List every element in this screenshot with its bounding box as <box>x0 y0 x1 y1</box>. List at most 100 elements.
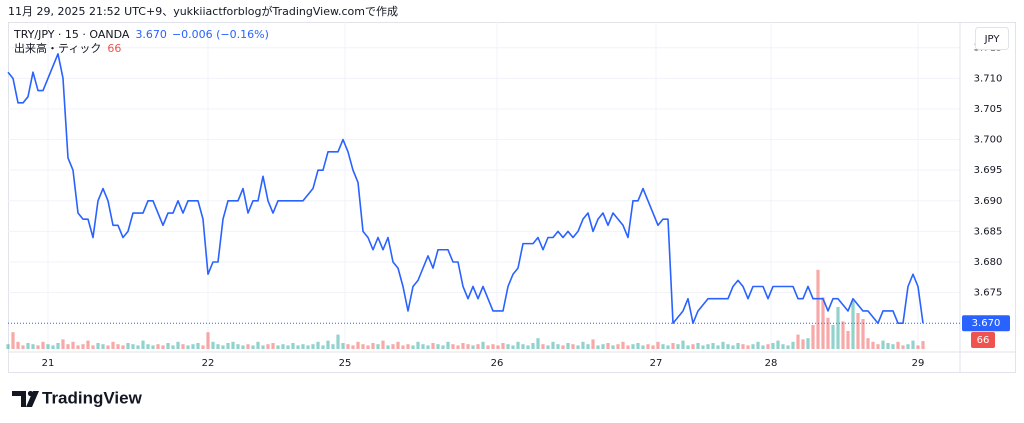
volume-bar <box>351 345 355 349</box>
footer: TradingView <box>12 388 143 407</box>
volume-bar <box>186 345 190 349</box>
y-tick-label: 3.705 <box>974 104 1003 115</box>
volume-bar <box>471 345 475 349</box>
volume-bar <box>166 343 170 349</box>
volume-bar <box>791 341 795 349</box>
caption: 11月 29, 2025 21:52 UTC+9、yukkiiactforblo… <box>8 4 398 18</box>
currency-label: JPY <box>984 34 1001 45</box>
volume-bar <box>176 341 180 349</box>
volume-bar <box>106 345 110 349</box>
volume-bar <box>136 345 140 349</box>
volume-bar <box>386 345 390 349</box>
volume-bar <box>431 343 435 349</box>
volume-bar <box>256 341 260 349</box>
volume-bar <box>66 344 70 349</box>
volume-bar <box>606 343 610 349</box>
volume-bar <box>681 340 685 349</box>
volume-bar <box>371 343 375 349</box>
volume-bar <box>61 339 65 349</box>
volume-bar <box>271 343 275 349</box>
volume-bar <box>336 334 340 349</box>
x-tick-label: 26 <box>491 358 504 369</box>
volume-bar <box>521 344 525 349</box>
volume-bar <box>921 341 925 349</box>
symbol-name: TRY/JPY · 15 · OANDA <box>13 28 130 41</box>
volume-bar <box>711 343 715 349</box>
volume-bar <box>146 344 150 349</box>
volume-bar <box>211 341 215 349</box>
volume-bar <box>496 345 500 349</box>
volume-bar <box>156 344 160 349</box>
volume-bar <box>886 343 890 349</box>
volume-bar <box>746 345 750 349</box>
volume-bar <box>611 345 615 349</box>
volume-bar <box>616 344 620 349</box>
volume-bar <box>701 345 705 349</box>
volume-bar <box>666 345 670 349</box>
volume-bar <box>376 344 380 349</box>
volume-bar <box>11 332 15 349</box>
volume-bar <box>646 344 650 349</box>
volume-bar <box>131 344 135 349</box>
volume-bar <box>416 341 420 349</box>
volume-bar <box>26 343 30 349</box>
volume-bar <box>406 344 410 349</box>
volume-bar <box>591 339 595 349</box>
volume-bar <box>356 341 360 349</box>
volume-bar <box>16 341 20 349</box>
y-tick-label: 3.700 <box>974 135 1003 146</box>
volume-bar <box>216 344 220 349</box>
volume-bar <box>676 344 680 349</box>
volume-bar <box>841 321 845 349</box>
volume-bar <box>196 343 200 349</box>
volume-bar <box>696 343 700 349</box>
x-tick-label: 25 <box>339 358 352 369</box>
volume-bar <box>766 344 770 349</box>
volume-bar <box>871 341 875 349</box>
volume-bar <box>501 343 505 349</box>
volume-marker-label: 66 <box>977 335 990 346</box>
volume-bar <box>31 344 35 349</box>
plot <box>6 22 960 352</box>
volume-bar <box>866 338 870 349</box>
volume-bar <box>761 345 765 349</box>
volume-bar <box>861 319 865 349</box>
volume-bar <box>316 341 320 349</box>
volume-bar <box>721 341 725 349</box>
volume-bar <box>296 345 300 349</box>
volume-bar <box>56 343 60 349</box>
volume-bar <box>466 344 470 349</box>
volume-bar <box>906 344 910 349</box>
volume-bar <box>596 345 600 349</box>
volume-bar <box>831 325 835 349</box>
volume-bar <box>876 344 880 349</box>
volume-bar <box>426 345 430 349</box>
brand: TradingView <box>42 388 143 407</box>
volume-bar <box>751 344 755 349</box>
volume-bar <box>686 345 690 349</box>
volume-bar <box>581 341 585 349</box>
volume-bar <box>241 345 245 349</box>
currency-button[interactable] <box>975 27 1009 50</box>
volume-bar <box>206 332 210 349</box>
volume-bar <box>121 345 125 349</box>
volume-bar <box>141 340 145 349</box>
volume-bar <box>516 341 520 349</box>
volume-bar <box>481 341 485 349</box>
volume-marker <box>971 332 995 348</box>
volume-bar <box>451 344 455 349</box>
volume-bar <box>236 344 240 349</box>
volume-bar <box>896 341 900 349</box>
volume-bar <box>311 344 315 349</box>
volume-bar <box>656 341 660 349</box>
volume-bar <box>816 269 820 349</box>
volume-bar <box>361 344 365 349</box>
y-tick-label: 3.690 <box>974 196 1003 207</box>
volume-bar <box>341 343 345 349</box>
volume-bar <box>151 345 155 349</box>
volume-bar <box>111 341 115 349</box>
volume-last: 66 <box>107 42 121 55</box>
volume-bar <box>776 340 780 349</box>
